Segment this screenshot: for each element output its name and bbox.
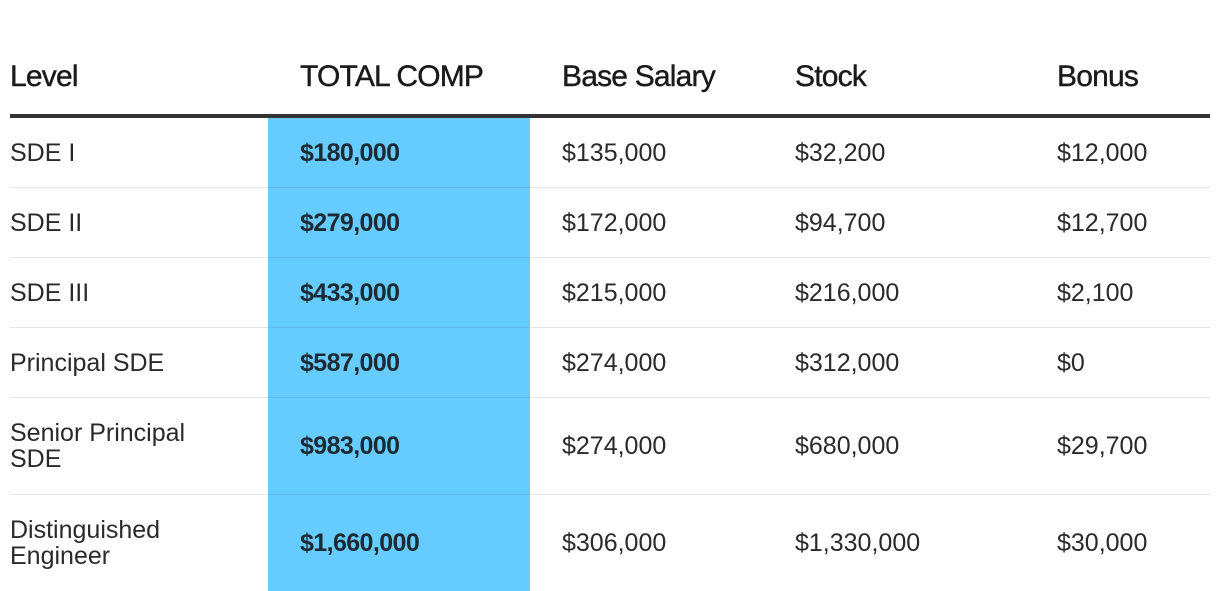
bonus-cell: $0: [1025, 328, 1210, 398]
header-row: Level TOTAL COMP Base Salary Stock Bonus: [10, 0, 1210, 116]
table-header: Level TOTAL COMP Base Salary Stock Bonus: [10, 0, 1210, 116]
table-row: Senior Principal SDE $983,000 $274,000 $…: [10, 398, 1210, 495]
base-salary-cell: $274,000: [530, 398, 763, 495]
level-cell: Senior Principal SDE: [10, 398, 268, 495]
table-row: SDE I $180,000 $135,000 $32,200 $12,000: [10, 116, 1210, 188]
table-row: Distinguished Engineer $1,660,000 $306,0…: [10, 495, 1210, 591]
total-comp-cell: $279,000: [268, 188, 530, 258]
total-comp-cell: $433,000: [268, 258, 530, 328]
bonus-cell: $2,100: [1025, 258, 1210, 328]
bonus-cell: $12,000: [1025, 116, 1210, 188]
level-cell: SDE II: [10, 188, 268, 258]
table-row: SDE II $279,000 $172,000 $94,700 $12,700: [10, 188, 1210, 258]
table-row: Principal SDE $587,000 $274,000 $312,000…: [10, 328, 1210, 398]
compensation-table: Level TOTAL COMP Base Salary Stock Bonus…: [10, 0, 1210, 591]
total-comp-cell: $983,000: [268, 398, 530, 495]
column-header-level[interactable]: Level: [10, 0, 268, 116]
base-salary-cell: $274,000: [530, 328, 763, 398]
column-header-total-comp[interactable]: TOTAL COMP: [268, 0, 530, 116]
bonus-cell: $12,700: [1025, 188, 1210, 258]
level-cell: Principal SDE: [10, 328, 268, 398]
table-body: SDE I $180,000 $135,000 $32,200 $12,000 …: [10, 116, 1210, 591]
total-comp-cell: $180,000: [268, 116, 530, 188]
base-salary-cell: $135,000: [530, 116, 763, 188]
base-salary-cell: $306,000: [530, 495, 763, 591]
bonus-cell: $29,700: [1025, 398, 1210, 495]
level-cell: Distinguished Engineer: [10, 495, 268, 591]
stock-cell: $312,000: [763, 328, 1025, 398]
stock-cell: $94,700: [763, 188, 1025, 258]
total-comp-cell: $587,000: [268, 328, 530, 398]
column-header-bonus[interactable]: Bonus: [1025, 0, 1210, 116]
stock-cell: $216,000: [763, 258, 1025, 328]
level-cell: SDE III: [10, 258, 268, 328]
column-header-stock[interactable]: Stock: [763, 0, 1025, 116]
level-cell: SDE I: [10, 116, 268, 188]
table-row: SDE III $433,000 $215,000 $216,000 $2,10…: [10, 258, 1210, 328]
stock-cell: $1,330,000: [763, 495, 1025, 591]
total-comp-cell: $1,660,000: [268, 495, 530, 591]
stock-cell: $680,000: [763, 398, 1025, 495]
bonus-cell: $30,000: [1025, 495, 1210, 591]
column-header-base-salary[interactable]: Base Salary: [530, 0, 763, 116]
stock-cell: $32,200: [763, 116, 1025, 188]
base-salary-cell: $215,000: [530, 258, 763, 328]
base-salary-cell: $172,000: [530, 188, 763, 258]
